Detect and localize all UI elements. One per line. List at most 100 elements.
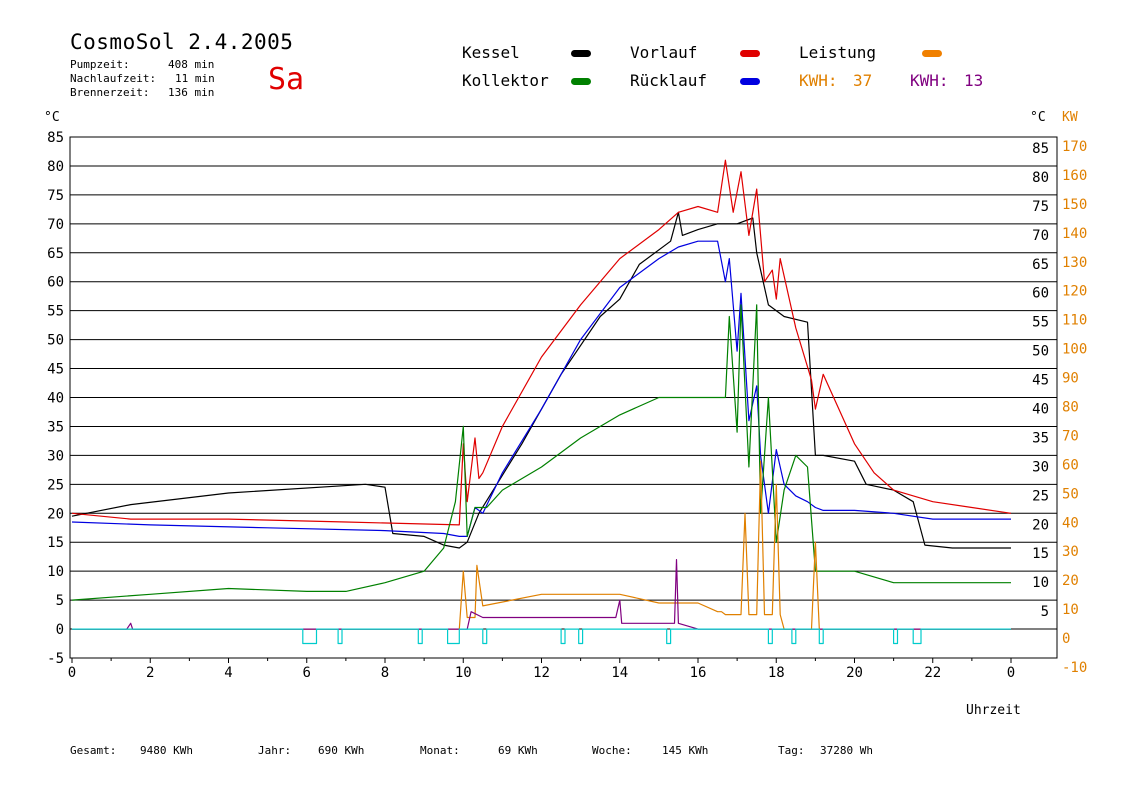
y-tick-label-left: 5 [56,593,64,609]
legend-swatch-kollektor [571,78,591,85]
kw-tick-label: 150 [1062,197,1087,213]
kw-tick-label: 120 [1062,284,1087,300]
legend-kwh2-value: 13 [964,71,984,90]
footer-gesamt-value: 9480 KWh [140,744,193,757]
y-tick-label-right: 65 [1032,257,1049,273]
kw-tick-label: 0 [1062,631,1070,647]
series-line-leistung [72,460,1011,630]
x-axis-label: Uhrzeit [966,703,1021,718]
kw-tick-label: 170 [1062,139,1087,155]
x-tick-label: 14 [611,665,628,681]
y-tick-label-right: 25 [1032,488,1049,504]
y-tick-label-right: 55 [1032,315,1049,331]
kw-tick-label: 130 [1062,255,1087,271]
stat-value-pumpzeit: 408 min [168,58,215,71]
y-tick-label-left: 15 [47,535,64,551]
legend-swatch-vorlauf [740,50,760,57]
y-tick-label-right: 80 [1032,170,1049,186]
data-series [71,159,1012,645]
kw-tick-label: 40 [1062,515,1079,531]
kw-tick-label: 110 [1062,313,1087,329]
y-tick-label-right: 60 [1032,286,1049,302]
stat-value-brennerzeit: 136 min [168,86,215,99]
x-tick-label: 0 [1007,665,1015,681]
legend-kwh1-value: 37 [853,71,873,90]
kw-tick-label: 70 [1062,428,1079,444]
x-tick-label: 6 [303,665,311,681]
series-line-vorlauf [71,159,1012,526]
x-tick-label: 8 [381,665,389,681]
footer-woche-label: Woche: [592,744,632,757]
y-tick-label-left: 10 [47,564,64,580]
y-tick-label-left: 0 [56,622,64,638]
legend-label-kessel: Kessel [462,43,520,62]
kw-tick-label: 140 [1062,226,1087,242]
footer-woche-value: 145 KWh [662,744,709,757]
chart-title: CosmoSol 2.4.2005 [70,30,294,54]
kw-tick-label: 10 [1062,602,1079,618]
kw-tick-label: 30 [1062,544,1079,560]
y-tick-label-left: 55 [47,304,64,320]
legend-kwh2-label: KWH: [910,71,949,90]
y-tick-label-left: 80 [47,159,64,175]
footer-monat-label: Monat: [420,744,460,757]
x-tick-label: 20 [846,665,863,681]
x-tick-label: 18 [768,665,785,681]
x-tick-label: 0 [68,665,76,681]
y-tick-label-right: 20 [1032,517,1049,533]
kw-tick-label: 50 [1062,486,1079,502]
x-tick-label: 12 [533,665,550,681]
legend-swatch-kessel [571,50,591,57]
y-tick-label-left: 20 [47,506,64,522]
y-tick-label-left: 85 [47,130,64,146]
series-line-pumpe [72,628,1011,645]
legend-label-ruecklauf: Rücklauf [630,71,708,90]
y-tick-label-right: 85 [1032,141,1049,157]
x-tick-label: 4 [224,665,232,681]
y-tick-label-right: 15 [1032,546,1049,562]
kw-tick-label: 20 [1062,573,1079,589]
stat-label-brennerzeit: Brennerzeit: [70,86,150,99]
y-tick-label-left: 30 [47,448,64,464]
legend-label-vorlauf: Vorlauf [630,43,698,62]
legend-label-kollektor: Kollektor [462,71,549,90]
y-tick-label-right: 45 [1032,373,1049,389]
x-tick-label: 10 [455,665,472,681]
footer-tag-label: Tag: [778,744,805,757]
legend-label-leistung: Leistung [799,43,877,62]
y-tick-label-right: 10 [1032,575,1049,591]
stat-label-pumpzeit: Pumpzeit: [70,58,130,71]
left-axis-unit: °C [44,110,60,125]
right-axis-unit: °C [1030,110,1046,125]
y-tick-label-left: 70 [47,217,64,233]
y-tick-label-right: 30 [1032,459,1049,475]
stat-label-nachlaufzeit: Nachlaufzeit: [70,72,157,85]
y-tick-label-left: 50 [47,333,64,349]
y-tick-label-left: 75 [47,188,64,204]
y-tick-label-left: 25 [47,477,64,493]
axis-ticks: -505101520253035404550556065707580855101… [47,130,1087,681]
y-tick-label-right: 35 [1032,430,1049,446]
legend-swatch-leistung [922,50,942,57]
kw-tick-label: 60 [1062,457,1079,473]
legend-swatch-ruecklauf [740,78,760,85]
footer-jahr-value: 690 KWh [318,744,365,757]
footer-jahr-label: Jahr: [258,744,292,757]
y-tick-label-left: 65 [47,246,64,262]
weekday-label: Sa [268,62,305,97]
stat-value-nachlaufzeit: 11 min [175,72,215,85]
kw-tick-label: 100 [1062,342,1087,358]
kw-tick-label: 90 [1062,371,1079,387]
y-tick-label-left: 45 [47,362,64,378]
x-tick-label: 22 [924,665,941,681]
grid-lines [69,136,1058,659]
y-tick-label-left: -5 [47,651,64,667]
x-tick-label: 16 [690,665,707,681]
y-tick-label-right: 40 [1032,402,1049,418]
footer-tag-value: 37280 Wh [820,744,873,757]
y-tick-label-right: 75 [1032,199,1049,215]
y-tick-label-right: 50 [1032,344,1049,360]
y-tick-label-right: 70 [1032,228,1049,244]
right-axis-unit-kw: KW [1062,110,1078,125]
